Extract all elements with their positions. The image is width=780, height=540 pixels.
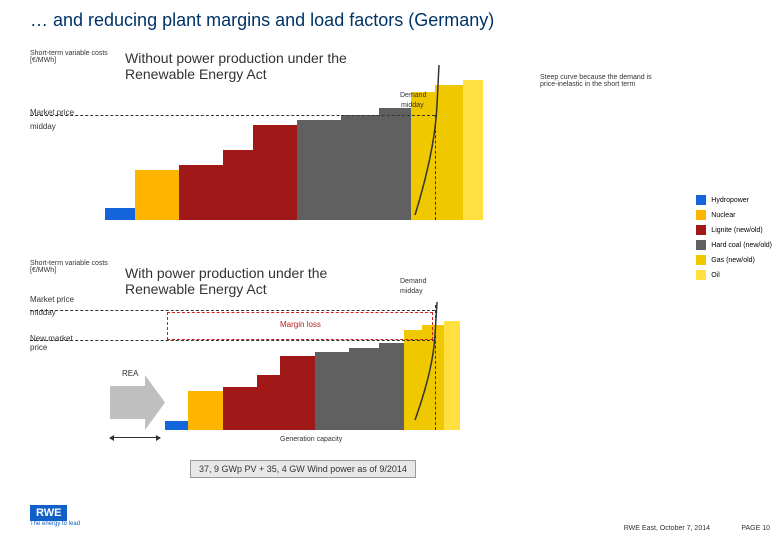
legend-item: Oil [696,270,772,280]
y-axis-label-bottom: Short-term variable costs [€/MWh] [30,260,110,274]
merit-order-bar [349,348,379,430]
old-market-price-line [30,310,435,311]
midday-price-top: midday [30,122,56,131]
merit-order-bar [315,352,349,430]
market-price-line-top [30,115,435,116]
merit-order-bar [188,391,222,430]
midday-label-bottom: midday [400,288,423,295]
midday-label-top: midday [401,102,424,109]
market-price-label-top: Market price [30,108,74,117]
chart-without-rea: Short-term variable costs [€/MWh] Withou… [30,50,650,240]
legend-label: Oil [711,272,720,279]
legend-swatch [696,255,706,265]
legend-label: Gas (new/old) [711,257,755,264]
legend-item: Lignite (new/old) [696,225,772,235]
capacity-callout: 37, 9 GWp PV + 35, 4 GW Wind power as of… [190,460,416,478]
merit-order-bar [297,120,341,220]
rea-label: REA [122,369,138,378]
merit-order-bar [257,375,280,430]
rea-width-arrow [110,437,160,438]
demand-vline-bottom [435,305,436,430]
footer-page: PAGE 10 [741,525,770,532]
merit-order-bar [404,330,423,430]
legend-label: Hydropower [711,197,749,204]
market-price-label-bottom: Market price [30,295,74,304]
legend-swatch [696,195,706,205]
legend-swatch [696,240,706,250]
merit-order-bar [135,170,179,220]
y-axis-label-top: Short-term variable costs [€/MWh] [30,50,110,64]
merit-order-bar [411,92,435,220]
merit-order-bar [435,85,463,220]
demand-label-top: Demand [400,92,426,99]
legend-item: Hydropower [696,195,772,205]
chart1-title: Without power production under the Renew… [125,50,375,82]
steep-curve-note: Steep curve because the demand is price-… [540,74,660,88]
new-market-price-label: New market price [30,334,80,352]
chart-with-rea: Short-term variable costs [€/MWh] With p… [30,260,650,460]
legend: Hydropower Nuclear Lignite (new/old) Hard c… [696,195,772,285]
bars-top [105,80,545,220]
merit-order-bar [253,125,297,220]
midday-price-bottom: midday [30,308,56,317]
gen-capacity-label: Generation capacity [280,436,342,443]
legend-label: Lignite (new/old) [711,227,762,234]
legend-item: Hard coal (new/old) [696,240,772,250]
chart2-title: With power production under the Renewabl… [125,265,355,297]
rwe-logo: RWE The energy to lead [30,505,80,527]
merit-order-bar [223,150,253,220]
chart-area: Short-term variable costs [€/MWh] Withou… [30,50,650,480]
merit-order-bar [179,165,223,220]
merit-order-bar [463,80,483,220]
demand-label-bottom: Demand [400,278,426,285]
legend-swatch [696,210,706,220]
merit-order-bar [105,208,135,220]
merit-order-bar [341,115,379,220]
footer-source: RWE East, October 7, 2014 [624,525,710,532]
new-market-price-line [30,340,435,341]
legend-item: Nuclear [696,210,772,220]
merit-order-bar [280,356,314,430]
page-title: … and reducing plant margins and load fa… [0,0,780,35]
margin-loss-label: Margin loss [280,320,321,329]
merit-order-bar [223,387,257,430]
merit-order-bar [444,321,460,430]
legend-label: Hard coal (new/old) [711,242,772,249]
legend-swatch [696,270,706,280]
merit-order-bar [165,421,188,430]
merit-order-bar [379,343,404,430]
demand-vline-top [435,115,436,220]
legend-swatch [696,225,706,235]
merit-order-bar [379,108,411,220]
legend-item: Gas (new/old) [696,255,772,265]
legend-label: Nuclear [711,212,735,219]
